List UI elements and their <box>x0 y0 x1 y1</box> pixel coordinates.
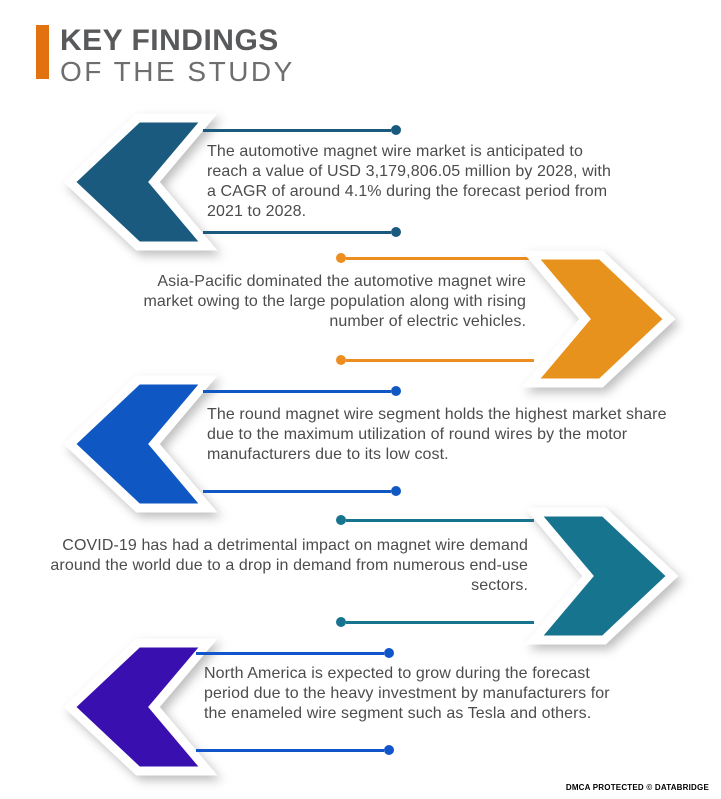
title-accent-bar <box>36 25 49 79</box>
connector-dot <box>384 745 394 755</box>
connector-line <box>346 358 534 362</box>
connector-top <box>336 253 534 263</box>
connector-top <box>196 648 394 658</box>
connector-top <box>336 515 534 525</box>
finding-text: The round magnet wire segment holds the … <box>207 406 667 463</box>
connector-bottom <box>336 355 534 365</box>
connector-bottom <box>196 745 394 755</box>
chevron-left-icon <box>63 113 218 251</box>
chevron-left-icon <box>63 375 218 513</box>
chevron-right-icon <box>524 507 679 645</box>
connector-dot <box>391 227 401 237</box>
connector-top <box>203 386 401 396</box>
finding-text: Asia-Pacific dominated the automotive ma… <box>143 273 526 330</box>
page-subtitle: OF THE STUDY <box>60 56 295 87</box>
connector-top <box>203 125 401 135</box>
connector-dot <box>391 486 401 496</box>
finding-text: COVID-19 has had a detrimental impact on… <box>50 537 528 594</box>
finding-text: North America is expected to grow during… <box>204 665 610 722</box>
connector-bottom <box>203 227 401 237</box>
connector-line <box>346 620 534 624</box>
connector-line <box>203 489 391 493</box>
chevron-right-icon <box>521 250 676 388</box>
connector-dot <box>336 617 346 627</box>
connector-dot <box>391 125 401 135</box>
connector-dot <box>336 515 346 525</box>
connector-dot <box>391 386 401 396</box>
connector-line <box>203 389 391 393</box>
connector-line <box>196 651 384 655</box>
connector-bottom <box>336 617 534 627</box>
connector-dot <box>336 355 346 365</box>
page-title: KEY FINDINGS <box>60 24 279 57</box>
connector-bottom <box>203 486 401 496</box>
connector-line <box>203 230 391 234</box>
connector-dot <box>384 648 394 658</box>
chevron-left-icon <box>63 638 218 776</box>
connector-line <box>203 128 391 132</box>
connector-dot <box>336 253 346 263</box>
connector-line <box>196 748 384 752</box>
connector-line <box>346 256 534 260</box>
connector-line <box>346 518 534 522</box>
finding-text: The automotive magnet wire market is ant… <box>207 143 611 220</box>
dmca-watermark: DMCA PROTECTED © DATABRIDGE <box>565 783 709 792</box>
